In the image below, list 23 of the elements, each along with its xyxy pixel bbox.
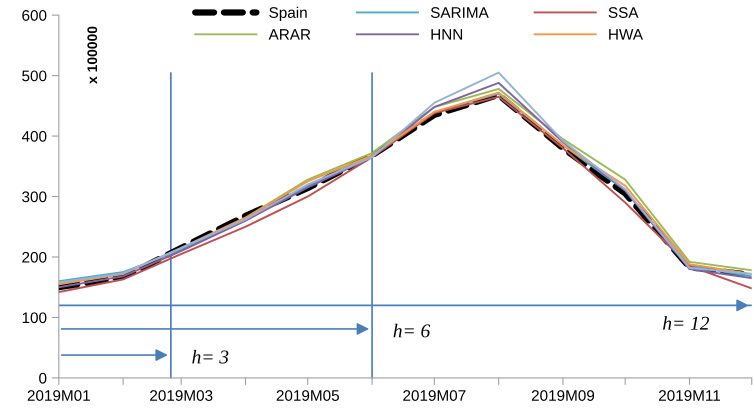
y-axis-title: x 100000 [87, 26, 98, 84]
y-tick-label: 100 [22, 312, 46, 324]
y-tick-label: 500 [22, 70, 46, 82]
y-tick-label: 600 [22, 10, 46, 21]
ref-line-label: h= 6 [394, 324, 430, 338]
x-tick-label: 2019M01 [28, 390, 90, 401]
y-tick-label: 0 [39, 372, 46, 384]
legend-label: HWA [609, 29, 643, 40]
legend-label: SARIMA [430, 7, 489, 18]
legend-label: Spain [269, 6, 307, 21]
annotation: h= 12 [663, 316, 710, 330]
x-tick-label: 2019M09 [532, 390, 594, 401]
x-tick-label: 2019M07 [403, 390, 466, 401]
x-tick-label: 2019M03 [150, 390, 212, 401]
legend-label: ARAR [268, 29, 310, 40]
y-tick-label: 400 [22, 130, 46, 142]
x-tick-label: 2019M11 [658, 390, 720, 401]
ref-line-label: h= 3 [192, 350, 228, 364]
y-tick-label: 300 [22, 191, 46, 202]
legend-label: SSA [608, 7, 638, 18]
y-tick-label: 200 [22, 252, 46, 263]
x-tick-label: 2019M05 [276, 390, 339, 401]
legend-label: HNN [431, 29, 462, 40]
